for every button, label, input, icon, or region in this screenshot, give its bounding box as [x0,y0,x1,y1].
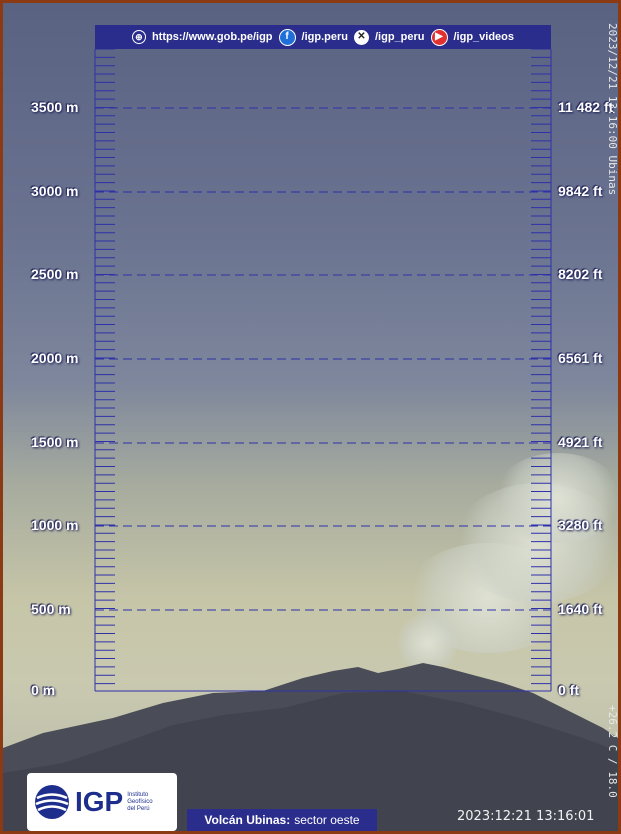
meter-label: 500 m [31,601,71,617]
meter-label: 3500 m [31,99,79,115]
feet-label: 1640 ft [558,601,603,617]
meter-label: 1000 m [31,517,79,533]
vertical-timestamp: 2023/12/21 13:16:00 Ubinas [606,23,619,196]
logo-wordmark: IGP [75,786,124,817]
website-link[interactable]: https://www.gob.pe/igp [151,31,273,43]
scene-overlay [3,48,618,831]
igp-globe-icon [35,785,69,819]
facebook-icon[interactable]: f [278,28,296,46]
logo-institution: Instituto Geofísico del Perú [127,791,153,812]
feet-label: 9842 ft [558,183,603,199]
youtube-link[interactable]: /igp_videos [453,31,515,43]
igp-logo: IGP Instituto Geofísico del Perú [27,773,177,831]
feet-label: 0 ft [558,682,579,698]
feet-label: 4921 ft [558,434,603,450]
plume-cloud [493,453,618,543]
globe-icon[interactable]: ⊕ [131,30,146,44]
volcano-sector: sector oeste [294,813,360,827]
caption-bar: Volcán Ubinas: sector oeste [187,809,377,831]
feet-label: 8202 ft [558,266,603,282]
x-icon[interactable]: ✕ [353,29,369,45]
meter-label: 2000 m [31,350,79,366]
meter-label: 2500 m [31,266,79,282]
feet-label: 3280 ft [558,517,603,533]
youtube-icon[interactable]: ▶ [430,28,448,46]
feet-label: 11 482 ft [558,99,614,115]
volcano-name: Volcán Ubinas: [204,813,291,827]
x-link[interactable]: /igp_peru [374,31,425,43]
plume-cloud [398,613,458,673]
vertical-temperature: +26.2 C / 18.0 [606,705,619,798]
feet-label: 6561 ft [558,350,603,366]
meter-label: 0 m [31,682,56,698]
meter-label: 3000 m [31,183,79,199]
height-scale-grid [94,48,552,692]
facebook-link[interactable]: /igp.peru [301,31,348,43]
datetime-stamp: 2023:12:21 13:16:01 [457,809,595,824]
top-info-bar: ⊕ https://www.gob.pe/igp f /igp.peru ✕ /… [95,25,551,49]
meter-label: 1500 m [31,434,79,450]
